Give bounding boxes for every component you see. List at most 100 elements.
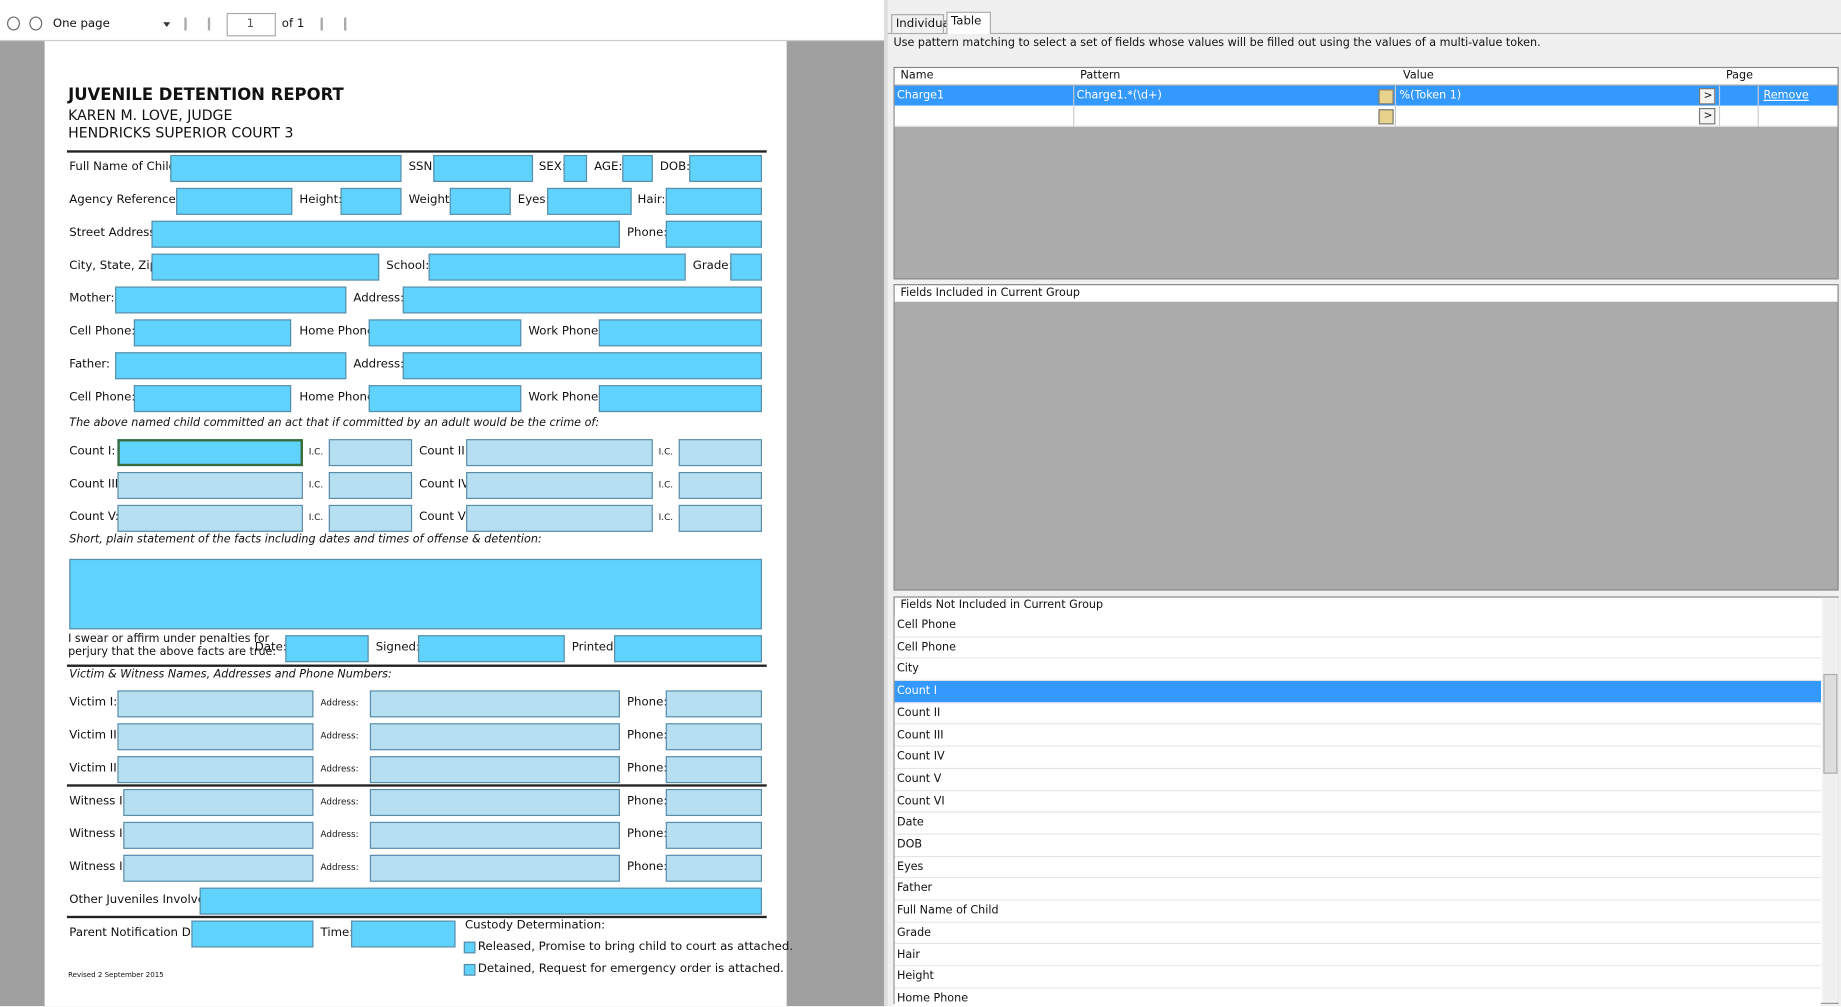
form-field[interactable] bbox=[665, 220, 762, 248]
form-field[interactable] bbox=[598, 385, 762, 413]
form-field[interactable] bbox=[598, 319, 762, 347]
list-item-label[interactable]: DOB bbox=[897, 838, 923, 852]
list-item-label[interactable]: Count III bbox=[897, 728, 944, 742]
form-field[interactable] bbox=[170, 154, 402, 182]
form-field[interactable] bbox=[563, 154, 588, 182]
tab-label[interactable]: Individual bbox=[895, 17, 954, 31]
form-field[interactable] bbox=[428, 253, 686, 281]
tab[interactable] bbox=[891, 14, 944, 33]
form-field[interactable] bbox=[614, 635, 762, 663]
form-field[interactable] bbox=[133, 319, 292, 347]
form-field[interactable] bbox=[678, 439, 762, 467]
list-item-label[interactable]: Father bbox=[897, 882, 933, 896]
grid-row[interactable] bbox=[894, 85, 1838, 107]
form-field[interactable] bbox=[176, 187, 293, 215]
form-field[interactable] bbox=[417, 635, 565, 663]
list-item[interactable] bbox=[894, 746, 1822, 769]
scroll-thumb[interactable] bbox=[1823, 673, 1838, 774]
form-field[interactable] bbox=[191, 920, 314, 948]
checkbox[interactable] bbox=[463, 941, 476, 954]
list-item[interactable] bbox=[894, 834, 1822, 857]
form-field[interactable] bbox=[678, 471, 762, 499]
form-field[interactable] bbox=[151, 220, 620, 248]
list-item[interactable] bbox=[894, 790, 1822, 813]
form-field[interactable] bbox=[665, 690, 762, 718]
list-item[interactable] bbox=[894, 878, 1822, 901]
form-field[interactable] bbox=[547, 187, 632, 215]
view-mode[interactable]: One page bbox=[52, 17, 110, 31]
list-item[interactable] bbox=[894, 659, 1822, 682]
next-page-button[interactable] bbox=[311, 17, 323, 31]
list-item-label[interactable]: Grade bbox=[897, 926, 932, 940]
facts-field[interactable] bbox=[69, 558, 762, 630]
form-field[interactable] bbox=[665, 187, 762, 215]
form-field[interactable] bbox=[285, 635, 369, 663]
list-item[interactable] bbox=[894, 768, 1822, 791]
form-field[interactable] bbox=[368, 319, 522, 347]
list-item[interactable] bbox=[894, 922, 1822, 945]
token-picker-button[interactable] bbox=[1378, 89, 1394, 105]
list-item[interactable] bbox=[894, 615, 1822, 638]
form-field[interactable] bbox=[340, 187, 402, 215]
list-item-label[interactable]: Count II bbox=[897, 706, 941, 720]
form-field[interactable] bbox=[665, 756, 762, 784]
list-item[interactable] bbox=[894, 856, 1822, 879]
form-field[interactable] bbox=[665, 723, 762, 751]
list-item[interactable] bbox=[894, 900, 1822, 923]
form-field[interactable] bbox=[369, 854, 620, 882]
token-picker-button[interactable] bbox=[1378, 109, 1394, 125]
list-item-label[interactable]: Cell Phone bbox=[897, 618, 956, 632]
form-field[interactable] bbox=[328, 439, 413, 467]
list-item[interactable] bbox=[894, 966, 1822, 989]
page-number-input[interactable] bbox=[226, 12, 276, 37]
list-item[interactable] bbox=[894, 637, 1822, 660]
form-field[interactable] bbox=[328, 504, 413, 532]
zoom-out-icon[interactable] bbox=[29, 16, 43, 31]
first-page-button[interactable] bbox=[184, 17, 196, 31]
form-field[interactable] bbox=[328, 471, 413, 499]
form-field[interactable] bbox=[402, 286, 762, 314]
list-item-label[interactable]: Count I bbox=[897, 684, 937, 698]
form-field[interactable] bbox=[466, 471, 653, 499]
form-field[interactable] bbox=[369, 756, 620, 784]
list-item-label[interactable]: Count IV bbox=[897, 750, 945, 764]
form-field[interactable] bbox=[133, 385, 292, 413]
form-field[interactable] bbox=[678, 504, 762, 532]
zoom-in-icon[interactable] bbox=[7, 16, 20, 31]
form-field[interactable] bbox=[466, 439, 653, 467]
list-item-label[interactable]: Cell Phone bbox=[897, 640, 956, 654]
checkbox[interactable] bbox=[463, 963, 476, 976]
form-field[interactable] bbox=[433, 154, 534, 182]
tab[interactable] bbox=[946, 11, 991, 35]
form-field[interactable] bbox=[351, 920, 456, 948]
list-item[interactable] bbox=[894, 812, 1822, 835]
list-item[interactable] bbox=[894, 725, 1822, 747]
form-field[interactable] bbox=[115, 352, 347, 380]
form-field[interactable] bbox=[665, 789, 762, 817]
list-item-label[interactable]: Eyes bbox=[897, 860, 924, 874]
form-field[interactable] bbox=[117, 723, 314, 751]
list-item[interactable] bbox=[894, 944, 1822, 967]
form-field[interactable] bbox=[369, 821, 620, 849]
form-field[interactable] bbox=[123, 789, 314, 817]
form-field[interactable] bbox=[466, 504, 653, 532]
form-field[interactable] bbox=[115, 286, 347, 314]
grid-row[interactable] bbox=[894, 105, 1838, 127]
list-item-label[interactable]: Home Phone bbox=[897, 991, 969, 1005]
form-field[interactable] bbox=[402, 352, 762, 380]
list-item-label[interactable]: Date bbox=[897, 816, 924, 830]
view-mode-select[interactable] bbox=[48, 14, 174, 36]
form-field[interactable] bbox=[123, 854, 314, 882]
form-field[interactable] bbox=[369, 789, 620, 817]
form-field[interactable] bbox=[622, 154, 653, 182]
list-item-label[interactable]: Count V bbox=[897, 772, 942, 786]
form-field[interactable] bbox=[117, 471, 303, 499]
form-field[interactable] bbox=[117, 504, 303, 532]
remove-link[interactable]: Remove bbox=[1763, 89, 1809, 103]
form-field[interactable] bbox=[117, 756, 314, 784]
list-item-label[interactable]: Full Name of Child bbox=[897, 904, 999, 918]
form-field[interactable] bbox=[151, 253, 380, 281]
form-field[interactable] bbox=[665, 821, 762, 849]
form-field[interactable] bbox=[730, 253, 762, 281]
form-field[interactable] bbox=[199, 887, 762, 915]
